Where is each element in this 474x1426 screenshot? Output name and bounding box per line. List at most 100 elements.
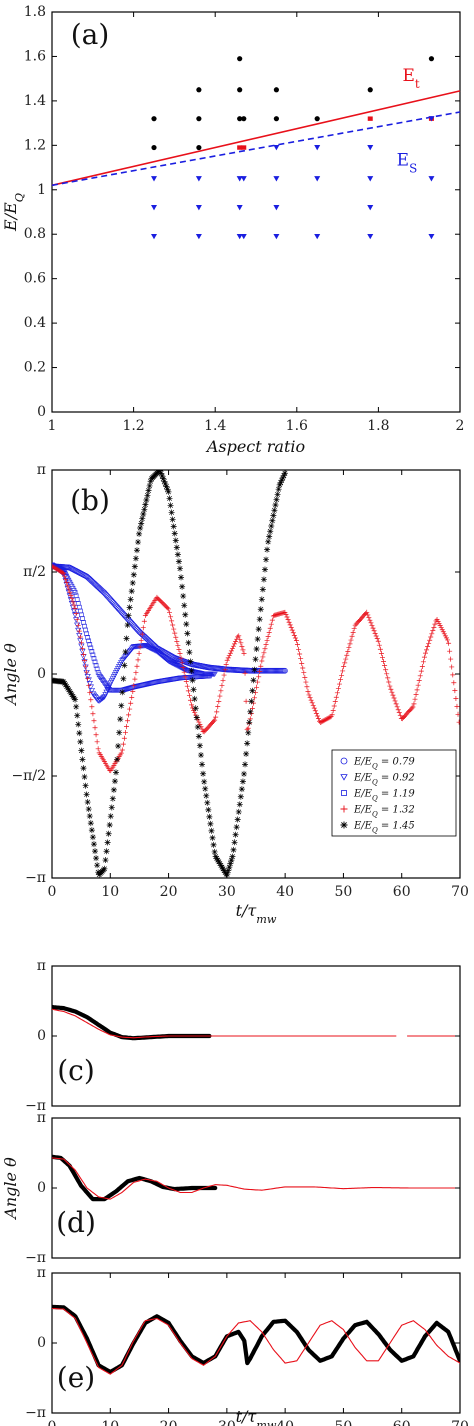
marker-star xyxy=(237,793,244,800)
marker-plus xyxy=(267,625,273,631)
marker-plus xyxy=(126,712,132,718)
marker-plus xyxy=(127,706,133,712)
marker-plus xyxy=(356,617,362,623)
marker-plus xyxy=(291,632,297,638)
panel-b-xlabel: t/τmw xyxy=(236,901,277,926)
marker-star xyxy=(161,478,168,485)
marker-star xyxy=(160,475,167,482)
marker-plus xyxy=(307,695,313,701)
marker-triangle xyxy=(97,697,104,703)
marker-star xyxy=(254,636,261,643)
marker-star xyxy=(197,752,204,759)
marker-star xyxy=(212,853,219,860)
marker-star xyxy=(164,486,171,493)
data-point-black xyxy=(273,87,279,93)
marker-plus xyxy=(179,660,185,666)
marker-triangle xyxy=(160,654,167,660)
panel-a-ytick-label: 1.4 xyxy=(24,93,46,109)
marker-plus xyxy=(396,710,402,716)
marker-plus xyxy=(367,617,373,623)
marker-plus xyxy=(442,633,448,639)
marker-plus xyxy=(300,665,306,671)
marker-star xyxy=(203,792,210,799)
marker-plus xyxy=(387,683,393,689)
marker-star xyxy=(162,480,169,487)
marker-star xyxy=(268,523,275,530)
panel-d-ytick-label: −π xyxy=(25,1250,46,1266)
marker-square xyxy=(91,656,97,661)
marker-plus xyxy=(67,589,73,595)
marker-plus xyxy=(269,617,275,623)
marker-plus xyxy=(244,726,250,732)
marker-triangle xyxy=(144,644,151,650)
marker-star xyxy=(135,539,142,546)
marker-star xyxy=(82,782,89,789)
marker-plus xyxy=(403,712,409,718)
marker-star xyxy=(131,563,138,570)
marker-square xyxy=(85,635,90,640)
marker-plus xyxy=(86,683,92,689)
marker-plus xyxy=(222,667,228,673)
marker-plus xyxy=(58,569,64,575)
marker-star xyxy=(210,841,217,848)
marker-plus xyxy=(388,686,394,692)
marker-star xyxy=(205,806,212,813)
marker-triangle xyxy=(148,646,155,652)
panel-b-label: (b) xyxy=(70,484,110,517)
marker-plus xyxy=(424,647,430,653)
marker-circle xyxy=(145,637,152,644)
marker-plus xyxy=(369,622,375,628)
panel-a-ytick-label: 0 xyxy=(37,404,46,420)
marker-plus xyxy=(224,657,230,663)
marker-plus xyxy=(63,576,69,582)
marker-star xyxy=(114,756,121,763)
data-point-black xyxy=(196,116,202,122)
marker-plus xyxy=(95,746,101,752)
marker-star xyxy=(61,680,68,687)
panel-e-xtick-label: 50 xyxy=(335,1419,353,1426)
panel-e-xtick-label: 20 xyxy=(160,1419,178,1426)
marker-circle xyxy=(94,583,101,589)
panel-a-xtick-label: 1.4 xyxy=(204,418,226,434)
marker-star xyxy=(108,804,115,811)
marker-circle xyxy=(142,634,149,641)
legend-box xyxy=(331,749,457,837)
marker-plus xyxy=(52,564,56,570)
marker-plus xyxy=(373,633,379,639)
marker-plus xyxy=(225,655,231,661)
panel-b-ylabel: Angle θ xyxy=(1,643,20,707)
marker-star xyxy=(255,626,262,633)
marker-plus xyxy=(261,650,267,656)
marker-star xyxy=(101,865,108,872)
marker-plus xyxy=(455,711,460,717)
marker-plus xyxy=(391,695,397,701)
marker-square xyxy=(89,649,95,654)
marker-plus xyxy=(283,611,289,617)
marker-star xyxy=(273,496,280,503)
marker-plus xyxy=(74,616,80,622)
marker-plus xyxy=(243,698,249,704)
marker-plus xyxy=(394,704,400,710)
marker-triangle xyxy=(143,643,150,650)
marker-plus xyxy=(65,583,71,589)
panel-d-series-0 xyxy=(52,1154,218,1202)
marker-triangle xyxy=(156,651,164,657)
marker-plus xyxy=(211,718,217,724)
marker-square xyxy=(93,663,99,668)
marker-star xyxy=(270,512,277,519)
marker-star xyxy=(72,696,79,703)
marker-plus xyxy=(212,717,218,723)
marker-plus xyxy=(430,628,436,634)
marker-plus xyxy=(338,677,344,683)
marker-plus xyxy=(351,626,357,632)
marker-plus xyxy=(130,689,136,695)
marker-star xyxy=(128,588,135,595)
data-point-blue xyxy=(273,233,280,240)
marker-star xyxy=(261,566,268,573)
marker-plus xyxy=(319,719,325,725)
marker-plus xyxy=(379,654,385,660)
marker-plus xyxy=(171,626,177,632)
marker-plus xyxy=(326,715,332,721)
marker-plus xyxy=(415,682,421,688)
